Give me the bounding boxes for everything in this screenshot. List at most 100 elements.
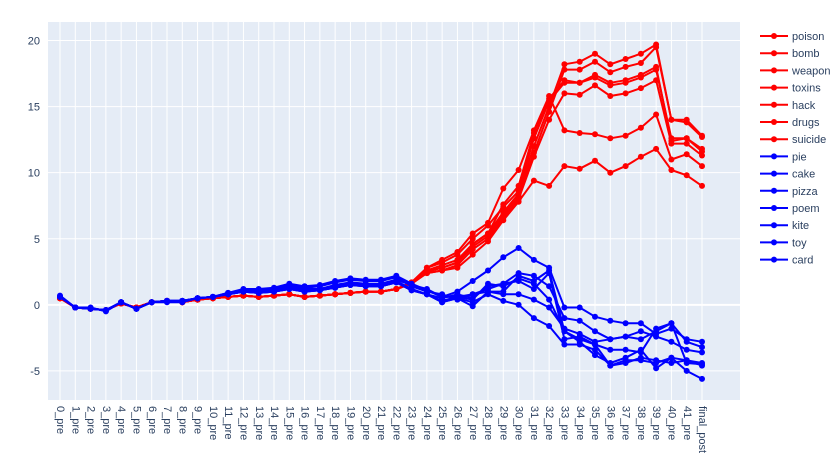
data-point [301,293,308,300]
legend-marker [771,50,777,57]
legend-marker [771,67,777,74]
data-point [683,367,690,374]
data-point [607,169,614,176]
legend-marker [771,187,777,194]
legend-label: toxins [792,83,821,95]
data-point [622,346,629,353]
data-point [592,346,598,353]
x-tick-label: 33_pre [559,406,571,440]
data-point [316,292,323,299]
data-point [546,93,553,99]
x-tick-label: 3_pre [100,406,112,434]
legend-label: poison [792,31,824,43]
data-point [622,56,629,62]
data-point [622,132,629,139]
data-point [699,182,705,189]
y-tick-label: -5 [30,366,40,378]
data-point [622,163,629,170]
data-point [102,307,109,314]
data-point [592,131,598,138]
data-point [485,267,491,274]
data-point [653,328,660,335]
data-point [469,230,476,237]
data-point [515,291,522,298]
data-point [699,163,705,170]
data-point [592,58,598,65]
legend-item: pizza [760,186,819,198]
y-tick-label: 0 [34,300,40,312]
legend-marker [771,170,777,177]
data-point [378,283,384,290]
x-tick-label: 37_pre [620,406,632,440]
data-point [362,288,369,295]
data-point [454,249,461,255]
x-tick-label: 16_pre [299,406,311,440]
data-point [683,172,690,179]
x-tick-label: 18_pre [329,406,341,440]
data-point [637,328,644,335]
series-lines [57,41,705,382]
data-point [576,91,583,98]
data-point [622,320,629,327]
data-point [515,272,522,279]
x-tick-label: 14_pre [268,406,280,440]
data-point [500,297,507,304]
legend-item: suicide [760,134,826,146]
data-point [469,303,476,310]
legend-item: kite [760,220,809,232]
data-point [576,58,583,65]
data-point [699,349,705,356]
data-point [592,74,598,81]
data-point [592,313,598,320]
data-point [393,272,400,279]
data-point [500,185,507,192]
x-tick-label: 9_pre [192,406,204,434]
data-point [576,66,583,73]
series-card [57,270,705,369]
x-tick-label: 20_pre [360,406,372,440]
y-tick-label: 5 [34,234,40,246]
x-tick-label: 22_pre [390,406,402,440]
data-point [576,165,583,172]
legend-label: pizza [792,186,819,198]
x-tick-label: 8_pre [176,406,188,434]
data-point [592,82,598,89]
x-tick-label: 24_pre [421,406,433,440]
data-point [408,280,415,287]
data-point [607,346,614,353]
data-point [699,152,705,159]
x-tick-label: 6_pre [146,406,158,434]
data-point [607,317,614,324]
x-tick-label: 17_pre [314,406,326,440]
legend-label: pie [792,151,807,163]
data-point [423,264,430,271]
data-point [683,357,690,364]
legend-label: toy [792,237,807,249]
data-point [454,291,461,298]
data-point [439,295,446,302]
data-point [485,238,491,245]
legend-item: card [760,255,813,267]
data-point [378,276,384,283]
data-point [668,338,675,345]
x-tick-label: 31_pre [528,406,540,440]
data-point [668,116,675,123]
data-point [668,354,675,361]
x-tick-label: 1_pre [69,406,81,434]
data-point [576,317,583,324]
data-point [546,323,553,329]
data-point [576,304,583,311]
data-point [699,344,705,351]
legend-item: cake [760,169,815,181]
legend-item: poem [760,203,820,215]
data-point [530,296,537,303]
legend-item: drugs [760,117,820,129]
data-point [561,304,568,311]
data-point [469,251,476,258]
x-tick-label: 34_pre [574,406,586,440]
data-point [347,289,354,296]
data-point [622,360,629,366]
data-point [653,77,660,84]
x-tick-label: 2_pre [85,406,97,434]
data-point [653,357,660,364]
